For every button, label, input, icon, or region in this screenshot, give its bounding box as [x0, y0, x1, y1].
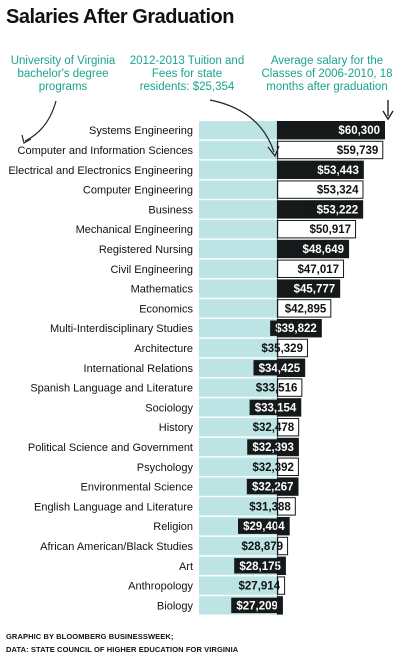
tuition-bar-segment [199, 220, 277, 238]
tuition-bar-segment [199, 200, 277, 218]
value-label: $29,404 [243, 521, 285, 533]
category-label: Biology [157, 600, 194, 612]
value-label: $45,777 [294, 284, 336, 296]
category-label: Registered Nursing [99, 244, 193, 256]
value-label: $48,649 [302, 244, 344, 256]
value-label: $50,917 [309, 224, 351, 236]
tuition-bar-segment [199, 121, 277, 139]
category-label: English Language and Literature [34, 501, 193, 513]
value-label: $39,822 [275, 323, 317, 335]
category-label: African American/Black Studies [40, 541, 193, 553]
arrow-programs [25, 101, 56, 141]
category-label: Psychology [137, 462, 194, 474]
value-label: $27,209 [236, 600, 278, 612]
value-label: $47,017 [297, 264, 339, 276]
category-label: Environmental Science [80, 482, 193, 494]
category-label: Sociology [145, 402, 193, 414]
value-label: $28,175 [239, 561, 281, 573]
value-label: $35,329 [261, 343, 303, 355]
category-label: Multi-Interdisciplinary Studies [50, 323, 194, 335]
category-label: Art [179, 561, 193, 573]
category-label: Political Science and Government [28, 442, 193, 454]
tuition-bar-segment [199, 299, 277, 317]
value-label: $32,392 [252, 462, 294, 474]
category-label: Architecture [134, 343, 193, 355]
value-label: $34,425 [259, 363, 301, 375]
value-label: $33,516 [256, 383, 298, 395]
category-label: Civil Engineering [110, 264, 193, 276]
tuition-bar-segment [199, 180, 277, 198]
value-label: $53,443 [317, 165, 359, 177]
value-label: $59,739 [337, 145, 379, 157]
category-label: Business [148, 204, 193, 216]
category-label: Economics [139, 303, 193, 315]
tuition-bar-segment [199, 319, 277, 337]
value-label: $53,324 [317, 185, 359, 197]
value-label: $33,154 [255, 402, 297, 414]
category-label: Mathematics [131, 284, 194, 296]
value-label: $53,222 [317, 204, 359, 216]
category-label: Spanish Language and Literature [30, 383, 193, 395]
value-label: $27,914 [239, 581, 281, 593]
category-label: Mechanical Engineering [76, 224, 193, 236]
footer-credit: GRAPHIC BY BLOOMBERG BUSINESSWEEK; [6, 632, 173, 641]
value-label: $60,300 [338, 125, 380, 137]
tuition-bar-segment [199, 161, 277, 179]
value-label: $28,879 [242, 541, 284, 553]
category-label: International Relations [84, 363, 194, 375]
category-label: Systems Engineering [89, 125, 193, 137]
value-label: $31,388 [249, 501, 291, 513]
category-label: Computer Engineering [83, 185, 193, 197]
category-label: Religion [153, 521, 193, 533]
value-label: $32,267 [252, 482, 294, 494]
tuition-bar-segment [199, 279, 277, 297]
tuition-bar-segment [199, 240, 277, 258]
category-label: Computer and Information Sciences [18, 145, 194, 157]
value-label: $42,895 [285, 303, 327, 315]
tuition-bar-segment [199, 141, 277, 159]
category-label: History [159, 422, 194, 434]
tuition-bar-segment [199, 260, 277, 278]
value-label: $32,393 [252, 442, 294, 454]
category-label: Electrical and Electronics Engineering [8, 165, 193, 177]
category-label: Anthropology [128, 581, 193, 593]
footer-source: DATA: STATE COUNCIL OF HIGHER EDUCATION … [6, 645, 238, 654]
value-label: $32,478 [253, 422, 295, 434]
